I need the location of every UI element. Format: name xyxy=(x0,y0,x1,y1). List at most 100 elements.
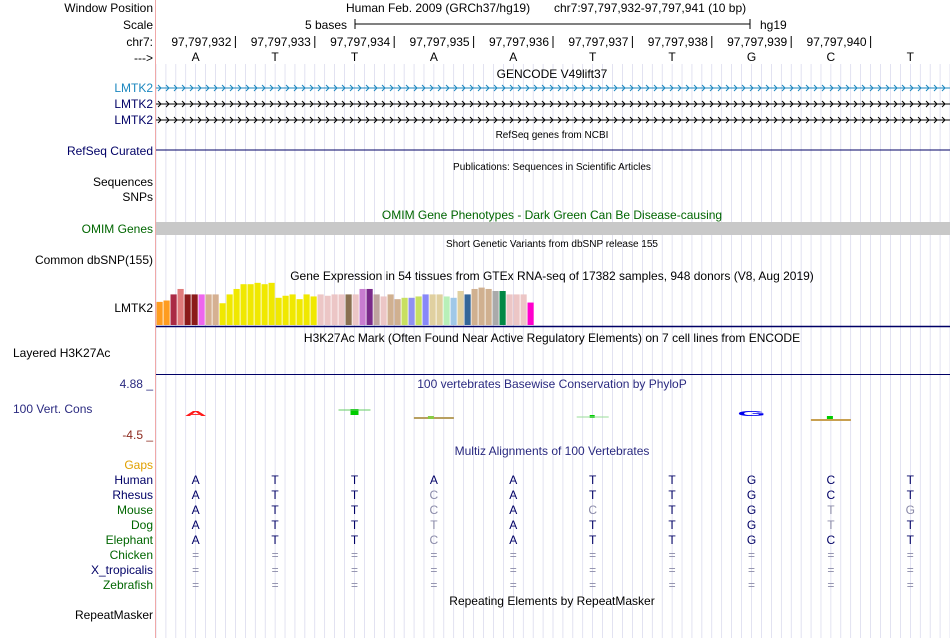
multiz-species-label[interactable]: X_tropicalis xyxy=(90,563,153,577)
window-position-label: Window Position xyxy=(64,1,153,15)
gtex-tissue-bar xyxy=(450,297,457,325)
strand-chevron xyxy=(917,116,922,124)
gtex-tissue-bar xyxy=(219,303,226,325)
strand-chevron xyxy=(333,100,338,108)
refseq-label[interactable]: RefSeq Curated xyxy=(66,144,153,158)
strand-chevron xyxy=(325,116,330,124)
strand-chevron xyxy=(693,116,698,124)
strand-chevron xyxy=(589,84,594,92)
strand-chevron xyxy=(237,100,242,108)
strand-chevron xyxy=(445,116,450,124)
dbsnp-label[interactable]: Common dbSNP(155) xyxy=(34,253,153,267)
multiz-base: A xyxy=(191,473,200,487)
repeatmasker-label[interactable]: RepeatMasker xyxy=(74,608,153,622)
publications-snps-label[interactable]: SNPs xyxy=(122,190,153,204)
multiz-base: A xyxy=(191,518,200,532)
strand-chevron xyxy=(469,84,474,92)
strand-chevron xyxy=(573,100,578,108)
multiz-gaps-label[interactable]: Gaps xyxy=(124,458,153,472)
strand-chevron xyxy=(845,84,850,92)
conservation-label[interactable]: 100 Vert. Cons xyxy=(13,402,93,416)
strand-chevron xyxy=(781,84,786,92)
multiz-species-label[interactable]: Rhesus xyxy=(112,488,153,502)
coordinate-label: 97,797,934 xyxy=(330,35,391,49)
multiz-base: G xyxy=(746,488,757,502)
multiz-base: = xyxy=(668,548,676,562)
strand-chevron xyxy=(749,84,754,92)
strand-chevron xyxy=(749,100,754,108)
gtex-gene-label[interactable]: LMTK2 xyxy=(114,301,153,315)
strand-chevron xyxy=(541,116,546,124)
gencode-transcript-3[interactable]: LMTK2 xyxy=(114,113,153,127)
strand-chevron xyxy=(605,100,610,108)
strand-chevron xyxy=(309,84,314,92)
strand-chevron xyxy=(717,100,722,108)
strand-chevron xyxy=(693,84,698,92)
multiz-base: A xyxy=(509,488,518,502)
multiz-base: T xyxy=(271,518,279,532)
omim-label[interactable]: OMIM Genes xyxy=(81,222,153,236)
strand-chevron xyxy=(741,116,746,124)
strand-chevron xyxy=(245,116,250,124)
multiz-base: G xyxy=(746,503,757,517)
coordinate-label: 97,797,936 xyxy=(488,35,549,49)
strand-chevron xyxy=(245,100,250,108)
strand-chevron xyxy=(661,100,666,108)
strand-chevron xyxy=(261,84,266,92)
strand-chevron xyxy=(797,100,802,108)
gtex-tissue-bar xyxy=(261,284,268,325)
gencode-transcript-1[interactable]: LMTK2 xyxy=(114,81,153,95)
omim-gene-bar[interactable] xyxy=(156,222,950,235)
coordinate-label: 97,797,937 xyxy=(568,35,629,49)
multiz-base: = xyxy=(350,548,359,562)
multiz-species-label[interactable]: Zebrafish xyxy=(102,578,153,592)
strand-chevron xyxy=(373,116,378,124)
strand-chevron xyxy=(501,100,506,108)
strand-chevron xyxy=(629,116,634,124)
coordinate-label: 97,797,940 xyxy=(806,35,867,49)
h3k27ac-label[interactable]: Layered H3K27Ac xyxy=(13,346,111,360)
strand-chevron xyxy=(229,100,234,108)
strand-chevron xyxy=(917,84,922,92)
strand-chevron xyxy=(917,100,922,108)
strand-chevron xyxy=(597,116,602,124)
chr-label: chr7: xyxy=(126,35,153,49)
strand-chevron xyxy=(213,116,218,124)
multiz-base: C xyxy=(429,488,439,502)
strand-chevron xyxy=(477,116,482,124)
publications-sequences-label[interactable]: Sequences xyxy=(92,175,153,189)
strand-chevron xyxy=(157,116,162,124)
strand-chevron xyxy=(605,116,610,124)
repeatmasker-title: Repeating Elements by RepeatMasker xyxy=(449,594,655,608)
strand-chevron xyxy=(357,84,362,92)
multiz-species-label[interactable]: Elephant xyxy=(105,533,153,547)
multiz-species-label[interactable]: Mouse xyxy=(116,503,153,517)
strand-chevron xyxy=(565,116,570,124)
multiz-base: T xyxy=(430,518,438,532)
strand-chevron xyxy=(453,116,458,124)
multiz-species-label[interactable]: Chicken xyxy=(109,548,153,562)
gtex-tissue-bar xyxy=(429,294,436,325)
gencode-transcript-2[interactable]: LMTK2 xyxy=(114,97,153,111)
strand-chevron xyxy=(389,116,394,124)
strand-chevron xyxy=(477,100,482,108)
strand-chevron xyxy=(941,84,946,92)
strand-chevron xyxy=(493,84,498,92)
strand-chevron xyxy=(293,100,298,108)
gtex-tissue-bar xyxy=(478,287,485,325)
gtex-tissue-bar xyxy=(247,284,254,325)
strand-chevron xyxy=(445,100,450,108)
gtex-tissue-bar xyxy=(520,294,527,325)
multiz-species-label[interactable]: Dog xyxy=(130,518,153,532)
gtex-tissue-bar xyxy=(170,294,177,325)
strand-chevron xyxy=(405,100,410,108)
strand-chevron xyxy=(893,84,898,92)
strand-chevron xyxy=(245,84,250,92)
strand-chevron xyxy=(653,116,658,124)
strand-chevron xyxy=(933,84,938,92)
strand-chevron xyxy=(933,100,938,108)
strand-chevron xyxy=(589,100,594,108)
multiz-species-label[interactable]: Human xyxy=(114,473,153,487)
strand-chevron xyxy=(597,100,602,108)
strand-chevron xyxy=(261,100,266,108)
